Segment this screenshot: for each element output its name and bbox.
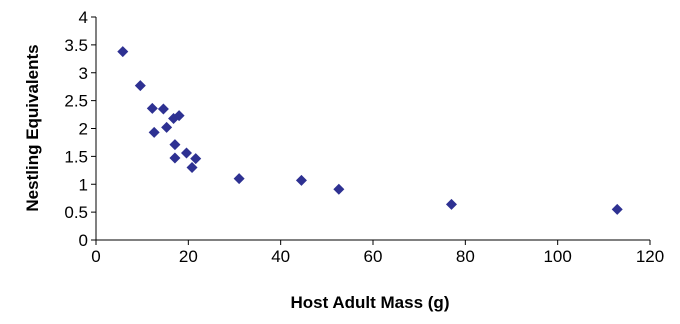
data-point — [190, 153, 202, 165]
data-point — [134, 80, 146, 92]
y-tick-label: 1 — [79, 175, 88, 194]
x-tick-label: 100 — [543, 247, 571, 266]
x-tick-label: 40 — [271, 247, 290, 266]
data-points — [117, 46, 623, 215]
data-point — [117, 46, 129, 58]
data-point — [445, 198, 457, 210]
data-point — [233, 173, 245, 185]
y-tick-label: 0 — [79, 231, 88, 250]
x-axis-title: Host Adult Mass (g) — [291, 293, 450, 312]
data-point — [173, 110, 185, 122]
data-point — [169, 152, 181, 164]
data-point — [157, 103, 169, 115]
data-point — [333, 183, 345, 195]
data-point — [148, 126, 160, 138]
y-tick-label: 1.5 — [64, 147, 88, 166]
x-tick-label: 120 — [636, 247, 664, 266]
ticks: 00.511.522.533.540 20 40 60 80 100 120 — [64, 8, 664, 266]
y-tick-label: 4 — [79, 8, 88, 27]
data-point — [180, 147, 192, 159]
x-tick-label: 60 — [364, 247, 383, 266]
y-tick-label: 3.5 — [64, 36, 88, 55]
x-tick-label: 80 — [456, 247, 475, 266]
y-tick-label: 2.5 — [64, 92, 88, 111]
data-point — [295, 174, 307, 186]
data-point — [186, 162, 198, 174]
data-point — [169, 139, 181, 151]
y-axis-title: Nestling Equivalents — [23, 44, 42, 211]
data-point — [161, 121, 173, 133]
x-tick-label: 20 — [179, 247, 198, 266]
data-point — [611, 203, 623, 215]
data-point — [146, 102, 158, 114]
x-tick-label: 0 — [91, 247, 100, 266]
y-tick-label: 3 — [79, 64, 88, 83]
y-tick-label: 2 — [79, 120, 88, 139]
y-tick-label: 0.5 — [64, 203, 88, 222]
